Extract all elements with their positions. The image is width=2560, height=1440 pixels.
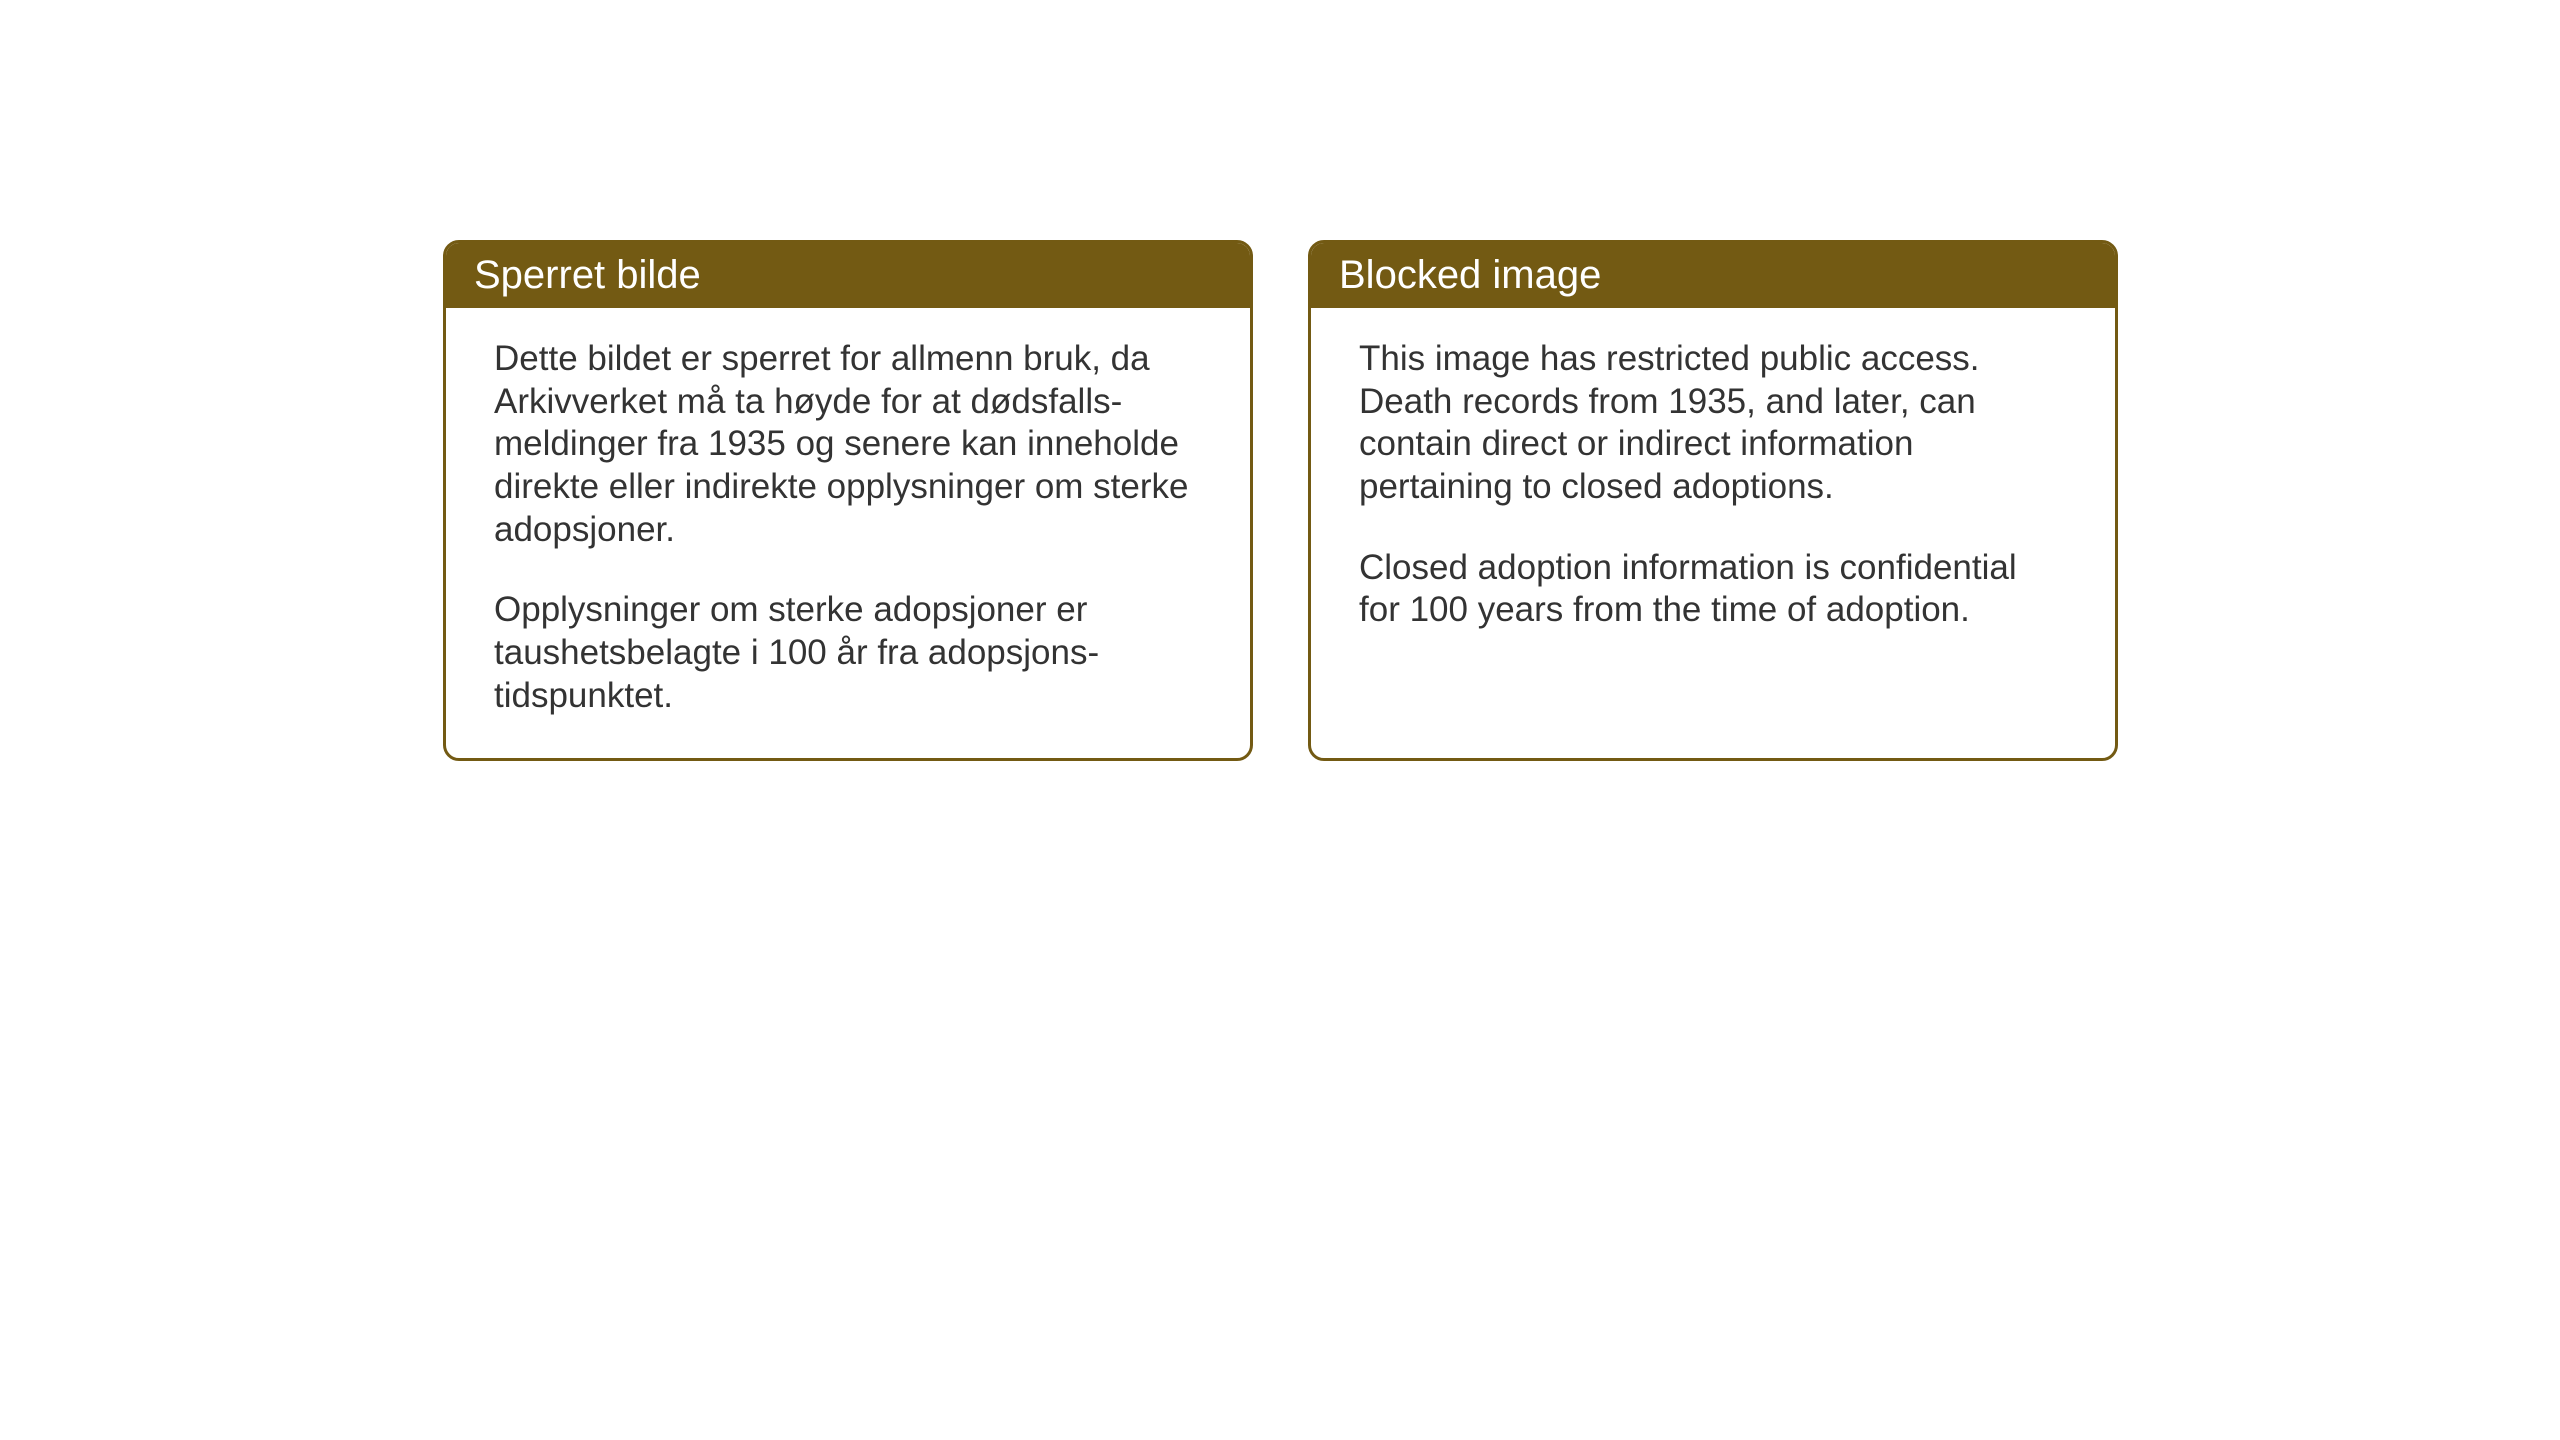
norwegian-paragraph-1: Dette bildet er sperret for allmenn bruk… [494, 338, 1202, 551]
english-card-body: This image has restricted public access.… [1311, 308, 2115, 672]
english-card: Blocked image This image has restricted … [1308, 240, 2118, 761]
norwegian-card-title: Sperret bilde [446, 243, 1250, 308]
english-paragraph-2: Closed adoption information is confident… [1359, 547, 2067, 632]
english-card-title: Blocked image [1311, 243, 2115, 308]
english-paragraph-1: This image has restricted public access.… [1359, 338, 2067, 509]
norwegian-paragraph-2: Opplysninger om sterke adopsjoner er tau… [494, 589, 1202, 717]
cards-container: Sperret bilde Dette bildet er sperret fo… [0, 0, 2560, 761]
norwegian-card: Sperret bilde Dette bildet er sperret fo… [443, 240, 1253, 761]
norwegian-card-body: Dette bildet er sperret for allmenn bruk… [446, 308, 1250, 758]
